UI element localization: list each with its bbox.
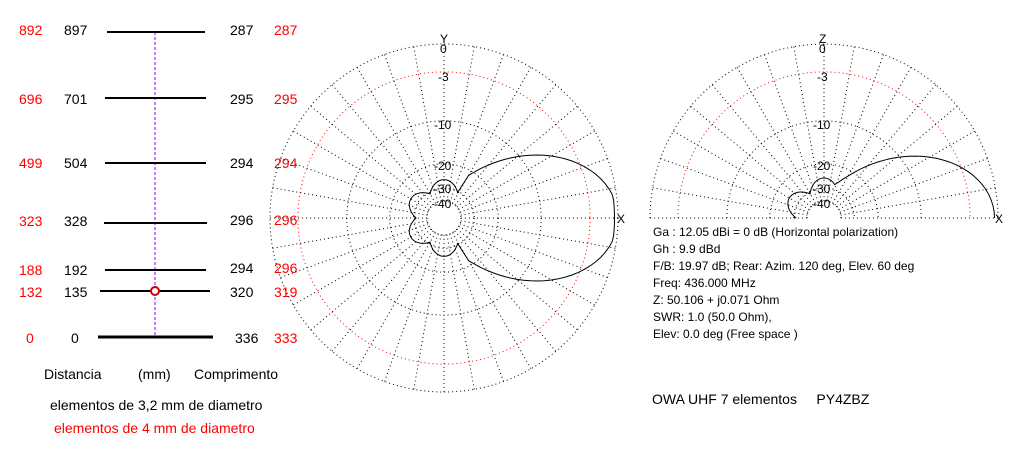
distance-red-4: 323 bbox=[19, 213, 43, 229]
ring-label-v-3: -3 bbox=[817, 70, 828, 84]
polar-v-radial bbox=[826, 46, 855, 202]
label-diameter-red: elementos de 4 mm de diametro bbox=[54, 420, 255, 436]
distance-red-2: 696 bbox=[19, 91, 43, 107]
info-gh: Gh : 9.9 dBd bbox=[653, 242, 721, 256]
distance-red-6: 132 bbox=[19, 284, 43, 300]
label-comprimento: Comprimento bbox=[194, 366, 279, 382]
distance-red-1: 892 bbox=[19, 22, 43, 38]
polar-v-radial bbox=[711, 84, 814, 206]
ring-label-v-0: 0 bbox=[819, 42, 826, 56]
info-elevation: Elev: 0.0 deg (Free space ) bbox=[653, 327, 798, 341]
length-black-5: 294 bbox=[230, 260, 254, 276]
length-red-1: 287 bbox=[274, 22, 298, 38]
length-black-4: 296 bbox=[230, 212, 254, 228]
polar-h-pattern-lobe bbox=[408, 154, 616, 282]
ring-label-v-40: -40 bbox=[813, 197, 831, 211]
length-red-3: 294 bbox=[274, 155, 298, 171]
length-red-6: 319 bbox=[274, 284, 298, 300]
polar-v-radial bbox=[652, 187, 808, 216]
polar-v-pattern-lobe bbox=[787, 155, 995, 219]
polar-v-radial bbox=[829, 54, 884, 203]
info-swr: SWR: 1.0 (50.0 Ohm), bbox=[653, 310, 772, 324]
polar-v-ring bbox=[793, 187, 855, 219]
distance-black-5: 192 bbox=[64, 262, 88, 278]
info-ga: Ga : 12.05 dBi = 0 dB (Horizontal polari… bbox=[653, 225, 899, 239]
label-diameter-black: elementos de 3,2 mm de diametro bbox=[50, 397, 263, 413]
polar-v-radial bbox=[736, 67, 816, 204]
polar-v-ring bbox=[769, 163, 879, 219]
polar-v-ring bbox=[677, 71, 971, 219]
length-black-3: 294 bbox=[230, 155, 254, 171]
feed-point-marker bbox=[150, 286, 160, 296]
info-impedance: Z: 50.106 + j0.071 Ohm bbox=[653, 293, 780, 307]
polar-h-ring bbox=[389, 163, 499, 273]
length-red-7: 333 bbox=[274, 330, 298, 346]
polar-h-ring bbox=[413, 187, 475, 249]
polar-v-radial bbox=[840, 187, 996, 216]
ring-label-h-40: -40 bbox=[434, 197, 452, 211]
ring-label-v-10: -10 bbox=[813, 118, 831, 132]
polar-v-radial bbox=[836, 105, 958, 208]
distance-black-2: 701 bbox=[64, 91, 88, 107]
axis-label-x-vertical: X bbox=[995, 212, 1004, 226]
axis-label-y: Y bbox=[440, 32, 449, 46]
length-black-7: 336 bbox=[235, 330, 259, 346]
distance-black-6: 135 bbox=[64, 284, 88, 300]
polar-v-radial bbox=[690, 105, 812, 208]
ring-label-h-10: -10 bbox=[434, 118, 452, 132]
distance-red-7: 0 bbox=[26, 330, 34, 346]
axis-label-z: Z bbox=[819, 32, 827, 46]
length-red-5: 296 bbox=[274, 260, 298, 276]
distance-black-1: 897 bbox=[64, 22, 88, 38]
polar-v-radial bbox=[764, 54, 819, 203]
distance-red-3: 499 bbox=[19, 155, 43, 171]
polar-h-ring bbox=[269, 43, 619, 393]
axis-label-x-horizontal: X bbox=[617, 212, 626, 226]
length-red-2: 295 bbox=[274, 91, 298, 107]
polar-h-ring bbox=[297, 71, 591, 365]
polar-v-radial bbox=[660, 158, 809, 213]
polar-v-radial bbox=[839, 158, 988, 213]
length-black-2: 295 bbox=[230, 91, 254, 107]
polar-v-radial bbox=[834, 84, 937, 206]
length-black-6: 320 bbox=[230, 284, 254, 300]
antenna-title: OWA UHF 7 elementos PY4ZBZ bbox=[652, 391, 870, 407]
length-black-1: 287 bbox=[230, 22, 254, 38]
distance-black-3: 504 bbox=[64, 155, 88, 171]
info-freq: Freq: 436.000 MHz bbox=[653, 276, 756, 290]
ring-label-h-30: -30 bbox=[434, 182, 452, 196]
label-distancia: Distancia bbox=[44, 366, 102, 382]
distance-black-7: 0 bbox=[71, 330, 79, 346]
ring-label-v-20: -20 bbox=[813, 159, 831, 173]
length-red-4: 296 bbox=[274, 212, 298, 228]
distance-red-5: 188 bbox=[19, 262, 43, 278]
ring-label-v-30: -30 bbox=[813, 182, 831, 196]
ring-label-h-20: -20 bbox=[434, 159, 452, 173]
ring-label-h-0: 0 bbox=[440, 42, 447, 56]
label-mm: (mm) bbox=[138, 366, 171, 382]
ring-label-h-3: -3 bbox=[438, 70, 449, 84]
distance-black-4: 328 bbox=[64, 213, 88, 229]
polar-v-radial bbox=[832, 67, 912, 204]
info-panel: Ga : 12.05 dBi = 0 dB (Horizontal polari… bbox=[648, 223, 1000, 345]
info-fb: F/B: 19.97 dB; Rear: Azim. 120 deg, Elev… bbox=[653, 259, 915, 273]
